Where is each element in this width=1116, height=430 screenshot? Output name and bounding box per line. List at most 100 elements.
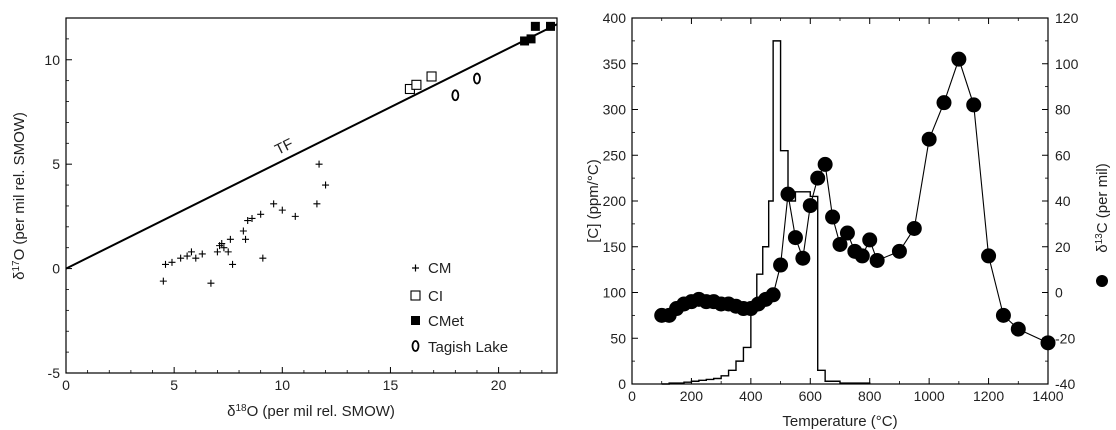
right-right-y-tick-label: 60 <box>1055 147 1071 163</box>
d13c-point <box>817 156 833 172</box>
cm-point <box>322 181 330 189</box>
d13c-point <box>839 225 855 241</box>
right-left-y-tick-label: 350 <box>603 56 627 72</box>
legend-label-cm: CM <box>428 260 451 277</box>
left-y-tick-label: -5 <box>48 365 61 381</box>
d13c-point <box>825 209 841 225</box>
cm-point <box>207 279 215 287</box>
carbon-step-series <box>661 40 871 385</box>
d13c-point <box>802 198 818 214</box>
d13c-dot-series <box>654 51 1056 351</box>
cmet-point <box>530 21 540 31</box>
right-left-y-tick-label: 250 <box>603 147 627 163</box>
d13c-point <box>773 257 789 273</box>
legend-item-ci: CI <box>410 288 443 305</box>
cm-point <box>226 235 234 243</box>
right-x-tick-label: 0 <box>628 388 636 404</box>
tf-line-label: TF <box>272 135 296 158</box>
cm-point <box>229 260 237 268</box>
cm-point <box>161 260 169 268</box>
right-left-y-tick-label: 300 <box>603 102 627 118</box>
right-left-y-tick-label: 50 <box>610 330 626 346</box>
tagish-lake-point <box>473 72 481 85</box>
right-left-y-tick-label: 0 <box>618 376 626 392</box>
right-right-y-tick-label: 40 <box>1055 193 1071 209</box>
legend-open-oval-marker <box>411 340 420 352</box>
right-x-tick-label: 200 <box>680 388 704 404</box>
d13c-point <box>936 95 952 111</box>
d13c-point <box>891 243 907 259</box>
cm-point <box>239 227 247 235</box>
d13c-point <box>981 248 997 264</box>
d13c-point <box>966 97 982 113</box>
cm-point <box>242 235 250 243</box>
right-right-y-tick-label: -20 <box>1055 330 1075 346</box>
d13c-point <box>832 236 848 252</box>
right-x-tick-label: 1200 <box>973 388 1004 404</box>
cm-point <box>278 206 286 214</box>
right-release-panel: 0 200 400 600 800 1000 1200 1400050100150200250… <box>585 10 1111 430</box>
right-right-y-tick-label: 0 <box>1055 285 1063 301</box>
d13c-point <box>921 131 937 147</box>
cm-point <box>257 210 265 218</box>
d13c-point <box>1040 335 1056 351</box>
left-x-tick-label: 10 <box>275 377 291 393</box>
right-right-y-axis-label: δ13C (per mil) <box>1094 163 1111 287</box>
right-right-y-tick-label: -40 <box>1055 376 1075 392</box>
cm-point <box>313 200 321 208</box>
right-x-tick-label: 1000 <box>914 388 945 404</box>
right-right-y-tick-label: 80 <box>1055 102 1071 118</box>
cm-point <box>168 258 176 266</box>
cm-point <box>248 214 256 222</box>
left-y-axis-label: δ17O (per mil rel. SMOW) <box>11 112 29 280</box>
left-points <box>159 21 556 287</box>
cm-point <box>187 248 195 256</box>
legend-label-tagish-lake: Tagish Lake <box>428 339 508 356</box>
right-left-y-axis-label: [C] (ppm/°C) <box>585 159 602 243</box>
legend-filled-square-marker <box>411 316 420 325</box>
right-left-y-tick-label: 150 <box>603 239 627 255</box>
left-y-tick-label: 0 <box>52 261 60 277</box>
tf-line <box>65 23 558 270</box>
left-x-axis-label: δ18O (per mil rel. SMOW) <box>227 403 395 421</box>
right-ticks: 0 200 400 600 800 1000 1200 1400050100150200250… <box>603 10 1079 404</box>
right-x-tick-label: 600 <box>799 388 823 404</box>
cm-point <box>198 250 206 258</box>
left-y-tick-label: 10 <box>44 52 60 68</box>
right-left-y-tick-label: 400 <box>603 10 627 26</box>
cmet-point <box>526 34 536 44</box>
d13c-point <box>810 170 826 186</box>
d13c-point <box>906 220 922 236</box>
right-x-tick-label: 800 <box>858 388 882 404</box>
cm-point <box>220 244 228 252</box>
right-x-tick-label: 1400 <box>1032 388 1063 404</box>
left-plot-frame <box>65 17 558 374</box>
d13c-point <box>862 232 878 248</box>
right-right-y-tick-label: 120 <box>1055 10 1079 26</box>
legend-label-ci: CI <box>428 288 443 305</box>
cm-point <box>192 254 200 262</box>
legend: CM CI CMet Tagish Lake <box>410 260 508 356</box>
cm-point <box>259 254 267 262</box>
cm-point <box>315 160 323 168</box>
cm-point <box>224 248 232 256</box>
d13c-point <box>995 307 1011 323</box>
right-x-axis-label: Temperature (°C) <box>782 413 897 430</box>
cm-point <box>291 212 299 220</box>
cm-point <box>270 200 278 208</box>
legend-open-square-marker <box>410 290 421 301</box>
right-left-y-tick-label: 100 <box>603 285 627 301</box>
left-y-tick-label: 5 <box>52 156 60 172</box>
cm-point <box>218 240 226 248</box>
tf-line-group <box>65 23 558 270</box>
cm-point <box>183 252 191 260</box>
left-x-tick-label: 15 <box>383 377 399 393</box>
right-x-tick-label: 400 <box>739 388 763 404</box>
cm-point <box>244 217 252 225</box>
d13c-point <box>795 250 811 266</box>
right-right-y-tick-label: 100 <box>1055 56 1079 72</box>
